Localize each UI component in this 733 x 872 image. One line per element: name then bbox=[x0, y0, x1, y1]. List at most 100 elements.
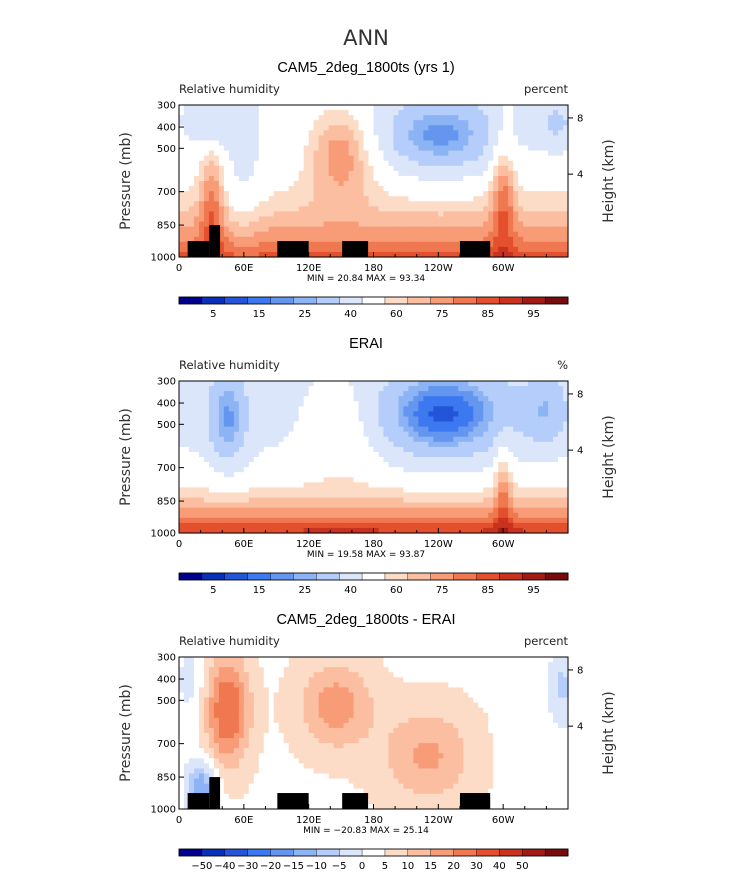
contour-cell bbox=[398, 201, 405, 207]
contour-cell bbox=[218, 411, 225, 418]
colorbar-label: 15 bbox=[253, 309, 266, 320]
contour-cell bbox=[353, 105, 360, 111]
contour-cell bbox=[179, 386, 185, 392]
contour-cell bbox=[448, 462, 454, 468]
contour-cell bbox=[468, 130, 474, 136]
contour-cell bbox=[428, 186, 434, 192]
contour-cell bbox=[188, 170, 195, 177]
contour-cell bbox=[488, 406, 494, 412]
field-label: Relative humidity bbox=[179, 634, 280, 648]
contour-cell bbox=[553, 507, 559, 514]
contour-cell bbox=[328, 467, 335, 473]
contour-cell bbox=[303, 160, 310, 167]
contour-cell bbox=[373, 216, 380, 223]
contour-cell bbox=[388, 165, 395, 172]
contour-cell bbox=[418, 170, 424, 177]
contour-cell bbox=[398, 175, 405, 182]
contour-cell bbox=[198, 451, 205, 458]
contour-cell bbox=[188, 492, 195, 499]
contour-cell bbox=[253, 196, 260, 202]
contour-cell bbox=[463, 130, 469, 136]
contour-cell bbox=[278, 487, 285, 494]
contour-cell bbox=[513, 251, 519, 258]
contour-cell bbox=[548, 512, 554, 519]
contour-cell bbox=[553, 522, 559, 529]
contour-cell bbox=[288, 115, 295, 121]
contour-cell bbox=[338, 431, 345, 438]
contour-cell bbox=[413, 512, 419, 519]
contour-cell bbox=[323, 662, 330, 668]
contour-cell bbox=[373, 160, 380, 167]
contour-cell bbox=[338, 497, 345, 504]
colorbar-bin bbox=[270, 572, 294, 581]
contour-cell bbox=[273, 512, 280, 519]
contour-cell bbox=[223, 426, 230, 433]
contour-cell bbox=[288, 221, 295, 228]
contour-cell bbox=[258, 436, 265, 443]
contour-cell bbox=[528, 386, 534, 392]
contour-cell bbox=[503, 662, 509, 668]
contour-cell bbox=[348, 517, 355, 524]
contour-cell bbox=[223, 386, 230, 392]
contour-cell bbox=[378, 170, 385, 177]
contour-cell bbox=[513, 155, 519, 162]
contour-cell bbox=[458, 155, 464, 162]
contour-cell bbox=[303, 462, 310, 468]
contour-cell bbox=[543, 467, 549, 473]
contour-cell bbox=[323, 145, 330, 152]
colorbar: 5 15 25 40 60 75 85 95 bbox=[178, 296, 569, 320]
contour-cell bbox=[428, 391, 434, 397]
contour-cell bbox=[348, 426, 355, 433]
contour-cell bbox=[363, 191, 370, 197]
contour-cell bbox=[228, 416, 235, 423]
contour-cell bbox=[353, 386, 360, 392]
contour-cell bbox=[473, 657, 479, 663]
contour-cell bbox=[243, 391, 250, 397]
contour-cell bbox=[323, 457, 330, 463]
contour-cell bbox=[208, 115, 215, 121]
contour-cell bbox=[473, 145, 479, 152]
contour-cell bbox=[268, 482, 275, 488]
contour-cell bbox=[338, 441, 345, 448]
contour-cell bbox=[203, 472, 210, 478]
contour-cell bbox=[323, 140, 330, 147]
contour-cell bbox=[488, 196, 494, 202]
contour-cell bbox=[313, 150, 320, 157]
contour-cell bbox=[503, 517, 509, 524]
contour-cell bbox=[228, 201, 235, 207]
contour-cell bbox=[408, 477, 414, 483]
contour-cell bbox=[518, 170, 524, 177]
contour-cell bbox=[179, 507, 185, 514]
contour-cell bbox=[353, 160, 360, 167]
contour-cell bbox=[243, 130, 250, 136]
contour-cell bbox=[398, 406, 405, 412]
contour-cell bbox=[378, 221, 385, 228]
contour-cell bbox=[553, 221, 559, 228]
contour-cell bbox=[563, 436, 569, 443]
contour-cell bbox=[208, 160, 215, 167]
contour-cell bbox=[423, 477, 429, 483]
contour-cell bbox=[179, 457, 185, 463]
contour-cell bbox=[188, 527, 195, 534]
contour-cell bbox=[179, 120, 185, 126]
contour-cell bbox=[348, 105, 355, 111]
contour-cell bbox=[228, 517, 235, 524]
contour-cell bbox=[208, 396, 215, 402]
contour-cell bbox=[463, 416, 469, 423]
contour-cell bbox=[368, 206, 375, 212]
contour-cell bbox=[558, 396, 564, 402]
contour-cell bbox=[353, 477, 360, 483]
contour-cell bbox=[223, 236, 230, 243]
contour-cell bbox=[493, 196, 499, 202]
contour-cell bbox=[213, 391, 220, 397]
contour-cell bbox=[298, 150, 305, 157]
contour-cell bbox=[438, 165, 444, 172]
contour-cell bbox=[393, 411, 400, 418]
contour-cell bbox=[428, 231, 434, 238]
contour-cell bbox=[393, 381, 400, 387]
contour-cell bbox=[238, 196, 245, 202]
contour-cell bbox=[393, 226, 400, 233]
contour-cell bbox=[533, 662, 539, 668]
contour-cell bbox=[253, 241, 260, 248]
contour-cell bbox=[338, 130, 345, 136]
